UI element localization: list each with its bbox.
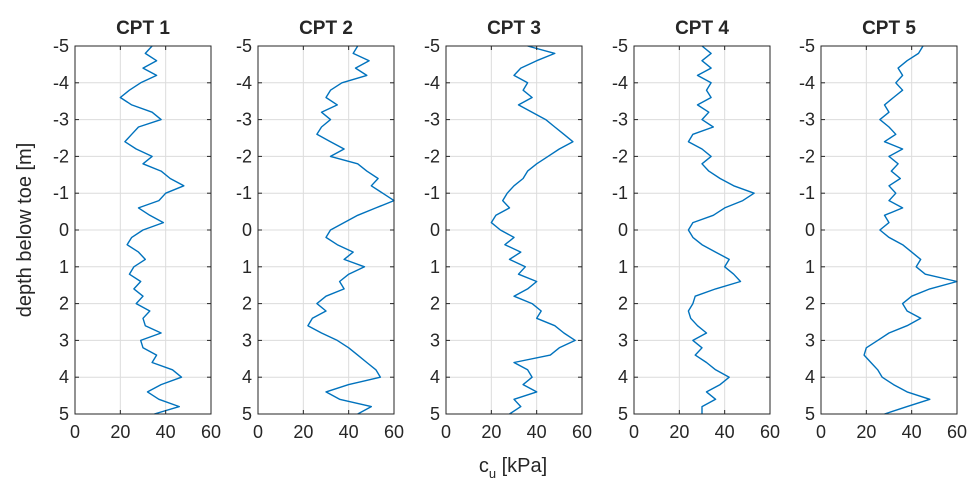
y-tick-label: 3 <box>242 330 252 350</box>
cu-profile-line <box>863 45 958 415</box>
y-tick-label: -1 <box>612 183 628 203</box>
y-tick-label: 4 <box>805 367 815 387</box>
y-tick-label: 3 <box>805 330 815 350</box>
y-tick-label: -4 <box>53 73 69 93</box>
y-tick-label: -1 <box>236 183 252 203</box>
y-tick-label: 0 <box>59 220 69 240</box>
x-tick-label: 40 <box>715 422 735 442</box>
y-tick-label: 3 <box>618 330 628 350</box>
y-tick-label: 1 <box>618 257 628 277</box>
x-axis-label-symbol: c <box>479 455 489 477</box>
y-tick-label: 2 <box>805 294 815 314</box>
cpt-panel: 0 20 40 60 -5 -4 -3 -2 -1 0 1 2 3 4 5 CPT 5 <box>799 18 967 442</box>
y-tick-label: -2 <box>612 146 628 166</box>
y-tick-label: 1 <box>242 257 252 277</box>
panel-title: CPT 3 <box>487 18 541 39</box>
y-tick-label: -3 <box>53 110 69 130</box>
y-tick-label: 4 <box>242 367 252 387</box>
x-axis-label: cu [kPa] <box>479 455 547 481</box>
x-tick-label: 20 <box>293 422 313 442</box>
panel-title: CPT 5 <box>862 18 916 39</box>
y-tick-label: 5 <box>618 404 628 424</box>
x-tick-label: 60 <box>572 422 592 442</box>
y-tick-label: 1 <box>805 257 815 277</box>
x-tick-label: 20 <box>669 422 689 442</box>
y-tick-label: -3 <box>799 110 815 130</box>
y-tick-label: -4 <box>612 73 628 93</box>
cpt-panel: 0 20 40 60 -5 -4 -3 -2 -1 0 1 2 3 4 5 CPT 3 <box>424 18 592 442</box>
y-tick-label: 5 <box>430 404 440 424</box>
y-tick-label: 2 <box>618 294 628 314</box>
x-tick-label: 0 <box>629 422 639 442</box>
y-tick-label: -3 <box>612 110 628 130</box>
x-tick-label: 0 <box>253 422 263 442</box>
y-tick-label: -5 <box>612 36 628 56</box>
panel-title: CPT 1 <box>116 18 170 39</box>
x-tick-label: 60 <box>760 422 780 442</box>
y-tick-label: -5 <box>424 36 440 56</box>
y-tick-label: -2 <box>799 146 815 166</box>
y-tick-label: 0 <box>242 220 252 240</box>
x-tick-label: 0 <box>70 422 80 442</box>
x-tick-label: 60 <box>947 422 967 442</box>
x-tick-label: 40 <box>339 422 359 442</box>
y-tick-label: -5 <box>53 36 69 56</box>
y-tick-label: 0 <box>430 220 440 240</box>
y-tick-label: 0 <box>805 220 815 240</box>
y-tick-label: 2 <box>59 294 69 314</box>
y-tick-label: 4 <box>618 367 628 387</box>
panel-title: CPT 4 <box>675 18 729 39</box>
y-tick-label: -4 <box>424 73 440 93</box>
x-tick-label: 0 <box>441 422 451 442</box>
y-tick-label: -2 <box>424 146 440 166</box>
cu-profile-line <box>119 45 185 415</box>
x-tick-label: 40 <box>902 422 922 442</box>
x-tick-label: 20 <box>481 422 501 442</box>
y-tick-label: -1 <box>424 183 440 203</box>
x-tick-label: 40 <box>156 422 176 442</box>
y-tick-label: 5 <box>59 404 69 424</box>
panel-title: CPT 2 <box>299 18 353 39</box>
x-tick-label: 60 <box>201 422 221 442</box>
y-tick-label: -3 <box>424 110 440 130</box>
y-tick-label: -1 <box>53 183 69 203</box>
y-tick-label: 1 <box>430 257 440 277</box>
y-tick-label: 3 <box>430 330 440 350</box>
y-axis-label: depth below toe [m] <box>14 143 36 318</box>
y-tick-label: 0 <box>618 220 628 240</box>
y-tick-label: 1 <box>59 257 69 277</box>
y-tick-label: 4 <box>59 367 69 387</box>
y-tick-label: 5 <box>805 404 815 424</box>
y-tick-label: -5 <box>236 36 252 56</box>
y-tick-label: -3 <box>236 110 252 130</box>
y-tick-label: 2 <box>430 294 440 314</box>
x-tick-label: 20 <box>856 422 876 442</box>
y-tick-label: -1 <box>799 183 815 203</box>
x-axis-label-subscript: u <box>489 466 496 481</box>
cpt-panel: 0 20 40 60 -5 -4 -3 -2 -1 0 1 2 3 4 5 CPT 2 <box>236 18 404 442</box>
y-tick-label: -2 <box>53 146 69 166</box>
cpt-panel: 0 20 40 60 -5 -4 -3 -2 -1 0 1 2 3 4 5 CPT 4 <box>612 18 780 442</box>
x-tick-label: 20 <box>110 422 130 442</box>
y-tick-label: -4 <box>236 73 252 93</box>
x-axis-label-unit: [kPa] <box>496 455 547 477</box>
y-tick-label: 5 <box>242 404 252 424</box>
y-tick-label: -5 <box>799 36 815 56</box>
cu-profile-line <box>687 45 755 414</box>
cpt-panel: 0 20 40 60 -5 -4 -3 -2 -1 0 1 2 3 4 5 CPT 1 <box>53 18 221 442</box>
y-tick-label: -2 <box>236 146 252 166</box>
y-tick-label: 4 <box>430 367 440 387</box>
y-tick-label: 2 <box>242 294 252 314</box>
x-tick-label: 60 <box>384 422 404 442</box>
x-tick-label: 40 <box>527 422 547 442</box>
x-tick-label: 0 <box>816 422 826 442</box>
y-tick-label: -4 <box>799 73 815 93</box>
cu-profile-line <box>307 45 395 415</box>
y-tick-label: 3 <box>59 330 69 350</box>
cu-profile-line <box>490 45 576 415</box>
